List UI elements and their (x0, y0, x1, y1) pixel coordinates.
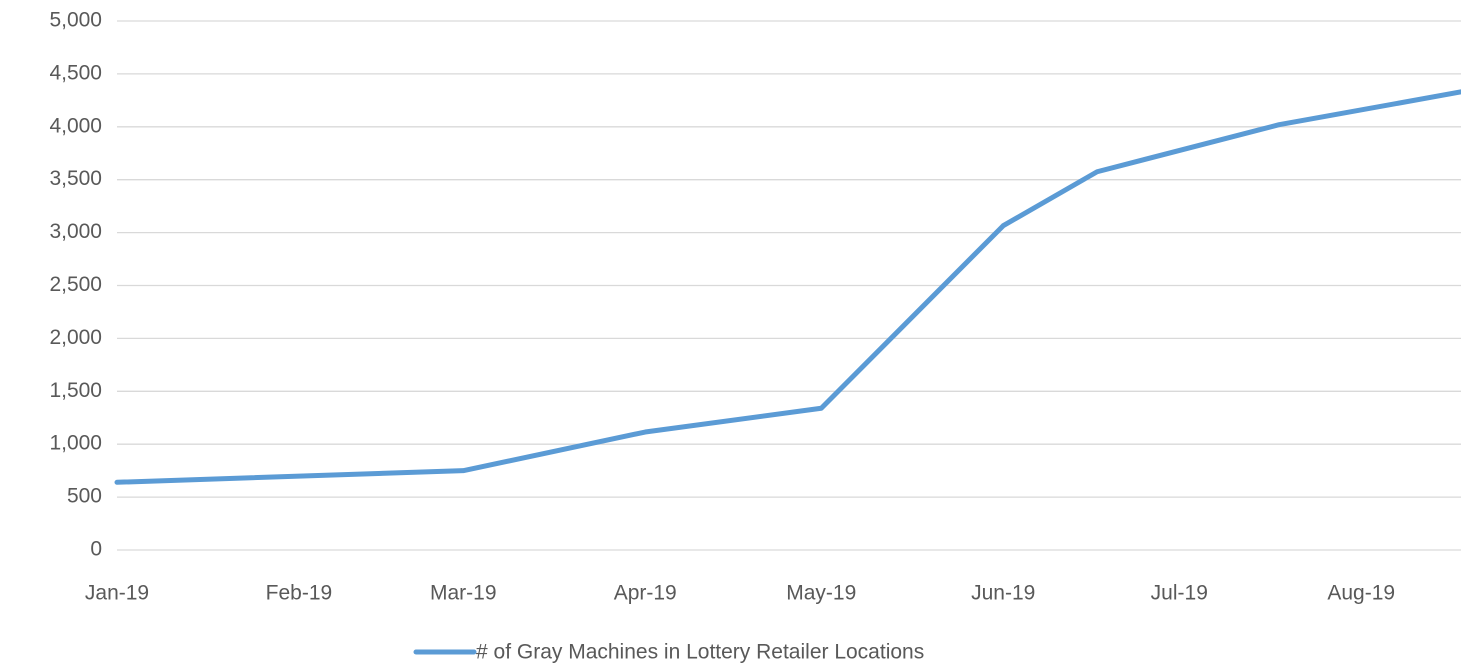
x-tick-label: Jan-19 (85, 582, 149, 605)
y-tick-label: 4,000 (49, 114, 102, 137)
y-tick-label: 1,500 (49, 379, 102, 402)
y-tick-label: 0 (90, 538, 102, 561)
y-tick-label: 1,000 (49, 432, 102, 455)
x-tick-label: Apr-19 (614, 582, 677, 605)
legend-label: # of Gray Machines in Lottery Retailer L… (476, 641, 924, 664)
y-tick-label: 500 (67, 485, 102, 508)
x-tick-label: Mar-19 (430, 582, 497, 605)
y-tick-label: 2,500 (49, 273, 102, 296)
x-tick-label: Aug-19 (1327, 582, 1395, 605)
y-tick-label: 4,500 (49, 61, 102, 84)
data-line (114, 89, 1461, 485)
y-tick-label: 5,000 (49, 9, 102, 32)
y-tick-label: 2,000 (49, 326, 102, 349)
x-tick-label: Feb-19 (266, 582, 333, 605)
y-tick-label: 3,000 (49, 220, 102, 243)
x-tick-label: Jun-19 (971, 582, 1035, 605)
y-tick-label: 3,500 (49, 167, 102, 190)
x-tick-label: May-19 (786, 582, 856, 605)
x-tick-label: Jul-19 (1151, 582, 1208, 605)
